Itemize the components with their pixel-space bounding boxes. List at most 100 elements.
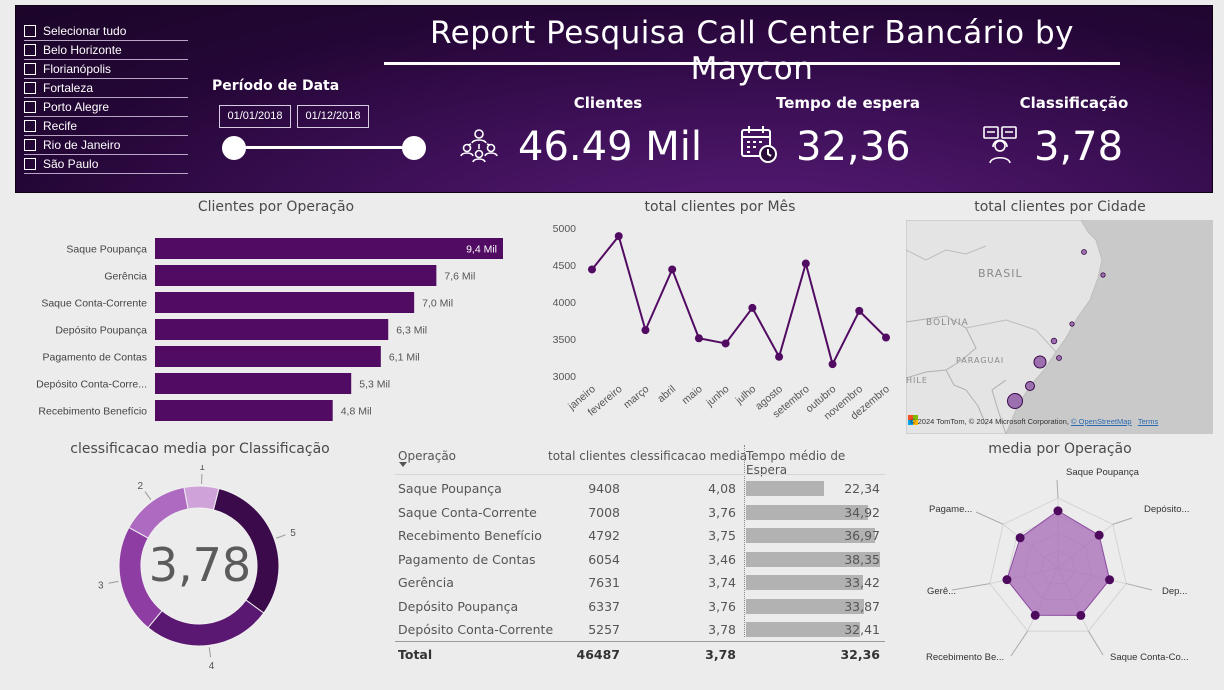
bar-data-label: 4,8 Mil (341, 406, 372, 418)
bar[interactable] (155, 265, 437, 286)
data-point[interactable] (801, 259, 810, 268)
slicer-item-label: Fortaleza (43, 81, 94, 95)
date-end-input[interactable]: 01/12/2018 (297, 105, 369, 128)
map-title: total clientes por Cidade (974, 199, 1146, 215)
data-point[interactable] (588, 265, 596, 274)
slicer-item[interactable]: Belo Horizonte (24, 41, 188, 60)
donut-slice-label: 4 (209, 661, 215, 672)
series-line (591, 234, 887, 367)
radar-leader-line (1056, 479, 1059, 499)
checkbox[interactable] (24, 63, 36, 75)
slicer-item[interactable]: Rio de Janeiro (24, 136, 188, 155)
cidade-map[interactable]: BRASIL BOLIVIA PARAGUAI HILE © 2024 TomT… (906, 220, 1213, 434)
data-point[interactable] (828, 360, 837, 369)
table-cell: 3,76 (708, 504, 736, 520)
table-cell: 3,46 (708, 551, 736, 567)
bar[interactable] (155, 319, 389, 340)
radar-point[interactable] (1053, 506, 1063, 516)
data-point[interactable] (775, 352, 784, 361)
wait-data-bar (746, 504, 868, 520)
slicer-item[interactable]: Recife (24, 117, 188, 136)
osm-link[interactable]: © OpenStreetMap (1071, 417, 1132, 426)
x-tick-label: março (621, 383, 651, 411)
donut-slice-label: 3 (98, 581, 104, 592)
map-label-paraguai: PARAGUAI (956, 356, 1005, 365)
donut-slice[interactable] (128, 486, 189, 539)
table-header-cell[interactable]: Tempo médio de Espera (746, 449, 846, 477)
table-cell: 32,41 (844, 622, 880, 637)
data-point[interactable] (882, 333, 890, 342)
radar-axis-label: Pagame... (929, 504, 972, 515)
table-total-cell: 3,78 (705, 647, 736, 662)
data-point[interactable] (748, 303, 757, 312)
radar-point[interactable] (1030, 610, 1040, 620)
radar-point[interactable] (1076, 610, 1086, 620)
bar[interactable] (155, 373, 352, 394)
slicer-item-label: Selecionar tudo (43, 24, 127, 38)
radar-point[interactable] (1105, 575, 1115, 585)
slicer-item-label: São Paulo (43, 157, 99, 171)
radar-point[interactable] (1015, 533, 1025, 543)
kpi-clientes-label: Clientes (573, 94, 643, 112)
radar-point[interactable] (1094, 530, 1104, 540)
bar-category-label: Gerência (104, 271, 147, 283)
checkbox[interactable] (24, 44, 36, 56)
kpi-clientes-value: 46.49 Mil (518, 124, 702, 170)
table-cell: Depósito Poupança (398, 598, 519, 614)
wait-data-bar (746, 598, 864, 614)
terms-link[interactable]: Terms (1137, 417, 1159, 426)
bar[interactable] (155, 292, 415, 313)
checkbox[interactable] (24, 139, 36, 151)
date-slider-track[interactable] (234, 146, 412, 149)
kpi-tempo-value: 32,36 (796, 124, 911, 170)
donut-slice[interactable] (147, 599, 265, 647)
date-slider-start-handle[interactable] (222, 136, 246, 160)
slicer-item[interactable]: São Paulo (24, 155, 188, 174)
radar-point[interactable] (1002, 575, 1012, 585)
data-point[interactable] (641, 326, 650, 335)
data-point[interactable] (668, 265, 677, 274)
calendar-clock-icon (741, 126, 777, 163)
table-header-cell[interactable]: clessificacao media (630, 449, 748, 463)
table-cell: Depósito Conta-Corrente (398, 622, 554, 637)
radar-leader-line (975, 511, 1004, 525)
sort-down-icon[interactable] (399, 462, 407, 467)
data-point[interactable] (614, 232, 623, 241)
table-cell: 4,08 (708, 481, 736, 496)
donut-slice-label: 1 (199, 465, 205, 473)
data-point[interactable] (694, 334, 703, 343)
slicer-item[interactable]: Porto Alegre (24, 98, 188, 117)
table-cell: Pagamento de Contas (398, 551, 536, 567)
bar[interactable] (155, 238, 503, 259)
radar-axis-label: Saque Conta-Co... (1110, 652, 1189, 663)
table-cell: 4792 (588, 528, 620, 543)
date-start-input[interactable]: 01/01/2018 (219, 105, 291, 128)
table-header-cell[interactable]: total clientes (548, 449, 626, 463)
data-point[interactable] (721, 339, 730, 348)
bar[interactable] (155, 400, 333, 421)
checkbox[interactable] (24, 120, 36, 132)
slicer-item[interactable]: Selecionar tudo (24, 22, 188, 41)
slicer-item-label: Florianópolis (43, 62, 112, 76)
bar[interactable] (155, 346, 381, 367)
table-cell: 6337 (588, 598, 620, 614)
donut-slice-label: 5 (290, 528, 296, 539)
checkbox[interactable] (24, 101, 36, 113)
slicer-item[interactable]: Florianópolis (24, 60, 188, 79)
donut-title: clessificacao media por Classificação (70, 441, 330, 457)
data-point[interactable] (855, 306, 864, 315)
checkbox[interactable] (24, 158, 36, 170)
donut-leader-line (275, 534, 286, 539)
donut-slice[interactable] (183, 485, 220, 511)
column-resize-divider[interactable] (744, 445, 745, 637)
table-cell: 36,97 (844, 528, 880, 543)
wait-data-bar (746, 575, 863, 590)
map-label-brasil: BRASIL (978, 267, 1023, 280)
checkbox[interactable] (24, 25, 36, 37)
table-header-cell[interactable]: Operação (398, 449, 457, 463)
slicer-item[interactable]: Fortaleza (24, 79, 188, 98)
date-slider-end-handle[interactable] (402, 136, 426, 160)
table-cell: Recebimento Benefício (398, 528, 542, 543)
donut-center-value: 3,78 (148, 538, 252, 592)
checkbox[interactable] (24, 82, 36, 94)
